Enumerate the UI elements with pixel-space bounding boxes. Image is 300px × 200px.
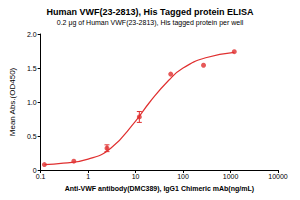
svg-text:100: 100	[177, 173, 189, 180]
svg-text:0.5: 0.5	[27, 133, 37, 140]
svg-text:0.1: 0.1	[36, 173, 46, 180]
svg-text:1: 1	[86, 173, 90, 180]
svg-text:1.0: 1.0	[27, 99, 37, 106]
svg-text:Mean Abs.(OD450): Mean Abs.(OD450)	[8, 67, 17, 136]
svg-text:1000: 1000	[223, 173, 239, 180]
svg-text:10: 10	[132, 173, 140, 180]
svg-text:Anti-VWF antibody(DMC389), IgG: Anti-VWF antibody(DMC389), IgG1 Chimeric…	[65, 185, 254, 193]
svg-text:2.0: 2.0	[27, 31, 37, 38]
svg-text:0: 0	[32, 166, 37, 174]
svg-text:10000: 10000	[268, 173, 288, 180]
svg-text:0.2 μg of Human VWF(23-2813),: 0.2 μg of Human VWF(23-2813), His tagged…	[57, 19, 244, 27]
svg-text:1.5: 1.5	[27, 65, 37, 72]
svg-text:Human VWF(23-2813), His Tagged: Human VWF(23-2813), His Tagged protein E…	[47, 7, 254, 17]
